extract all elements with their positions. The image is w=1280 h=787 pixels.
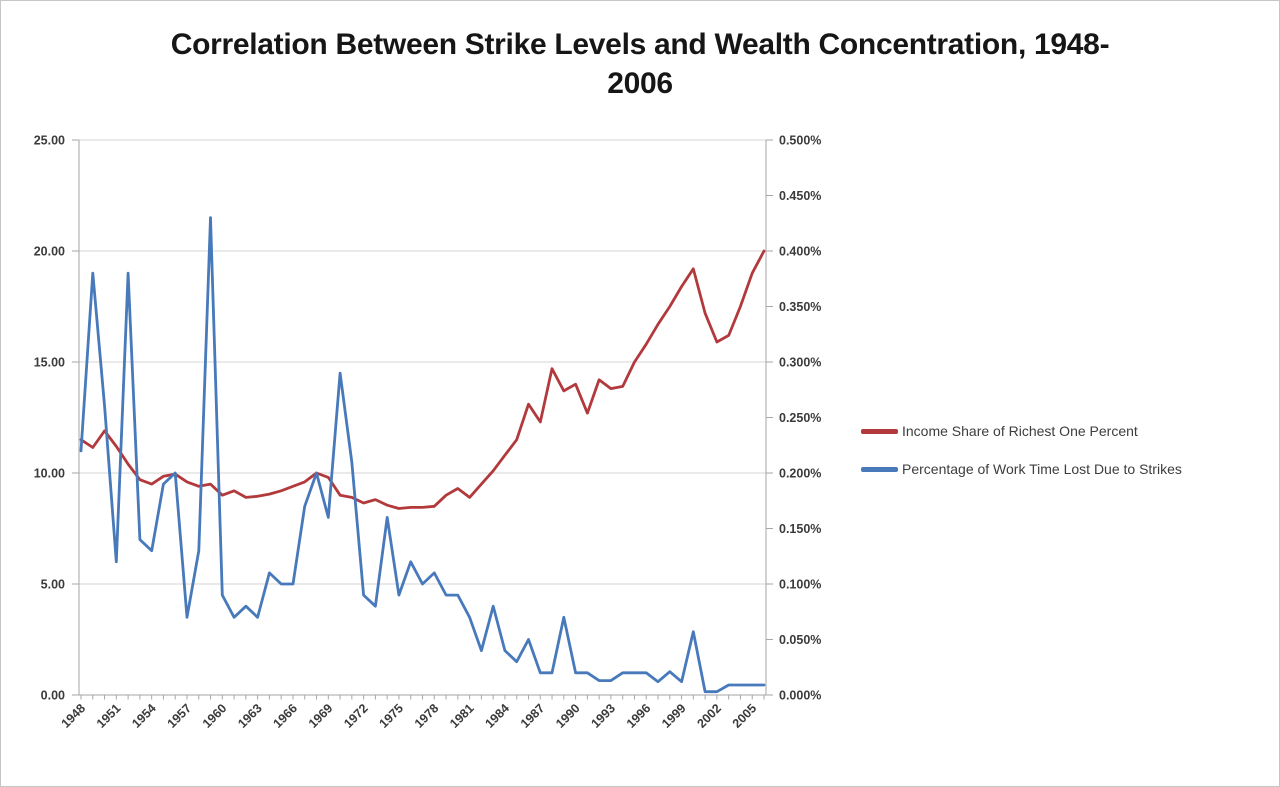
x-axis-label: 1969	[306, 701, 336, 731]
legend-line-sample-blue	[861, 466, 898, 472]
series-line-income-share	[79, 249, 766, 510]
legend-label-income-share: Income Share of Richest One Percent	[902, 423, 1138, 439]
y-axis-right-label: 0.450%	[779, 189, 821, 203]
y-axis-right-label: 0.400%	[779, 245, 821, 259]
x-axis-label: 1960	[200, 701, 230, 731]
x-axis-label: 2002	[694, 701, 724, 731]
x-axis-label: 1999	[659, 701, 689, 731]
chart-title: Correlation Between Strike Levels and We…	[1, 25, 1279, 103]
y-axis-left-label: 20.00	[34, 245, 65, 259]
x-axis-label: 1948	[59, 701, 89, 731]
legend-line-sample-red	[861, 428, 898, 434]
legend-item-income-share: Income Share of Richest One Percent	[861, 412, 1182, 450]
y-axis-right-label: 0.100%	[779, 578, 821, 592]
x-axis-label: 2005	[730, 701, 760, 731]
y-axis-right-label: 0.250%	[779, 411, 821, 425]
legend-item-strikes: Percentage of Work Time Lost Due to Stri…	[861, 450, 1182, 488]
legend-label-strikes: Percentage of Work Time Lost Due to Stri…	[902, 461, 1182, 477]
x-axis-label: 1957	[165, 701, 195, 731]
series-line-strikes	[79, 216, 766, 694]
y-axis-right-label: 0.200%	[779, 467, 821, 481]
y-axis-left-label: 10.00	[34, 467, 65, 481]
x-axis-label: 1966	[271, 701, 301, 731]
x-axis-label: 1951	[94, 701, 124, 731]
x-axis-label: 1984	[482, 701, 512, 731]
y-axis-right-label: 0.350%	[779, 300, 821, 314]
x-axis-label: 1972	[341, 701, 371, 731]
y-axis-left-label: 25.00	[34, 134, 65, 148]
x-axis-label: 1963	[235, 701, 265, 731]
y-axis-right-label: 0.500%	[779, 134, 821, 148]
y-axis-right-label: 0.050%	[779, 633, 821, 647]
x-axis-label: 1981	[447, 701, 477, 731]
x-axis-label: 1987	[518, 701, 548, 731]
x-axis-label: 1993	[588, 701, 618, 731]
y-axis-right-label: 0.000%	[779, 689, 821, 703]
x-axis-label: 1975	[377, 701, 407, 731]
y-axis-right-label: 0.150%	[779, 522, 821, 536]
x-axis-label: 1996	[624, 701, 654, 731]
chart-title-line-1: Correlation Between Strike Levels and We…	[170, 28, 1110, 61]
y-axis-left-label: 15.00	[34, 356, 65, 370]
y-axis-left-label: 5.00	[41, 578, 65, 592]
chart-title-line-2: 2006	[607, 67, 673, 100]
x-axis-label: 1954	[129, 701, 159, 731]
legend: Income Share of Richest One Percent Perc…	[861, 412, 1182, 488]
y-axis-right-label: 0.300%	[779, 356, 821, 370]
y-axis-left-label: 0.00	[41, 689, 65, 703]
x-axis-label: 1990	[553, 701, 583, 731]
x-axis-label: 1978	[412, 701, 442, 731]
